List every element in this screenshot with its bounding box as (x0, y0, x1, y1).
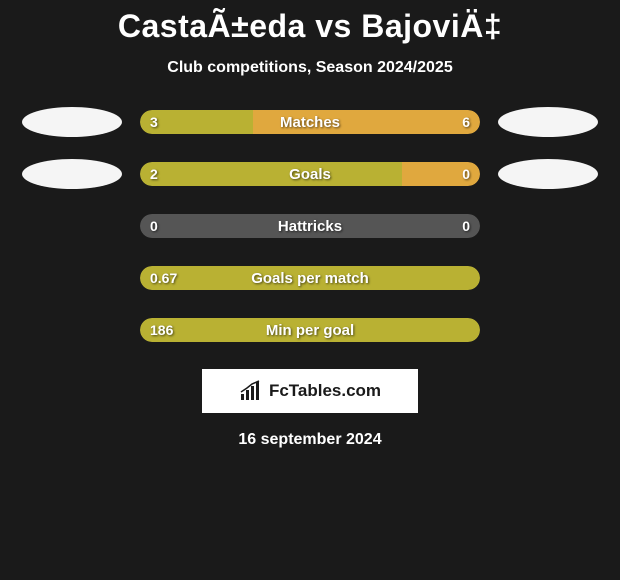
page-title: CastaÃ±eda vs BajoviÄ‡ (118, 8, 502, 45)
stat-right-value: 6 (462, 110, 470, 134)
stat-row: 186Min per goal (0, 315, 620, 345)
bar-chart-icon (239, 380, 265, 402)
stat-left-value: 186 (150, 318, 173, 342)
stat-bar-left-fill (140, 214, 480, 238)
spacer (22, 263, 122, 293)
stat-left-value: 0 (150, 214, 158, 238)
spacer (498, 211, 598, 241)
player-left-marker (22, 159, 122, 189)
stat-right-value: 0 (462, 162, 470, 186)
stat-row: 20Goals (0, 159, 620, 189)
date-text: 16 september 2024 (238, 431, 381, 449)
comparison-infographic: CastaÃ±eda vs BajoviÄ‡ Club competitions… (0, 0, 620, 449)
stat-bar: 36Matches (140, 110, 480, 134)
stat-right-value: 0 (462, 214, 470, 238)
brand-badge: FcTables.com (202, 369, 418, 413)
stat-bar-right-fill (253, 110, 480, 134)
stat-bar-left-fill (140, 266, 480, 290)
page-subtitle: Club competitions, Season 2024/2025 (167, 59, 452, 77)
stat-bar-left-fill (140, 318, 480, 342)
player-right-marker (498, 107, 598, 137)
spacer (498, 315, 598, 345)
player-right-marker (498, 159, 598, 189)
stats-rows: 36Matches20Goals00Hattricks0.67Goals per… (0, 107, 620, 345)
stat-bar: 20Goals (140, 162, 480, 186)
stat-left-value: 2 (150, 162, 158, 186)
spacer (498, 263, 598, 293)
stat-bar: 0.67Goals per match (140, 266, 480, 290)
spacer (22, 211, 122, 241)
stat-bar-left-fill (140, 162, 402, 186)
brand-text: FcTables.com (269, 381, 381, 401)
stat-row: 36Matches (0, 107, 620, 137)
player-left-marker (22, 107, 122, 137)
stat-left-value: 3 (150, 110, 158, 134)
stat-left-value: 0.67 (150, 266, 177, 290)
stat-row: 00Hattricks (0, 211, 620, 241)
stat-row: 0.67Goals per match (0, 263, 620, 293)
spacer (22, 315, 122, 345)
stat-bar: 186Min per goal (140, 318, 480, 342)
stat-bar: 00Hattricks (140, 214, 480, 238)
